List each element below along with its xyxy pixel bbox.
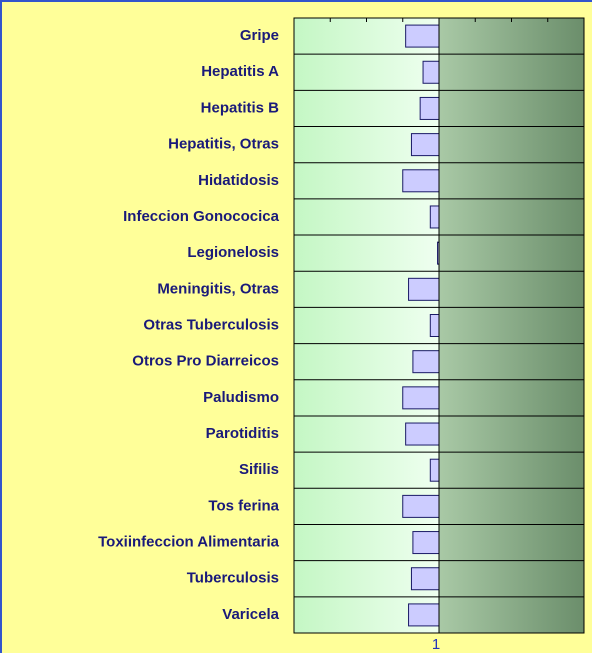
bar: [405, 422, 440, 446]
x-tick-label: 1: [432, 636, 440, 653]
bar: [429, 314, 440, 337]
bar: [429, 458, 440, 482]
bar: [429, 205, 440, 229]
y-tick-label: Tos ferina: [208, 497, 279, 514]
y-tick-label: Infeccion Gonococica: [123, 208, 280, 225]
y-tick-label: Hepatitis A: [201, 63, 279, 80]
plot-right: [439, 18, 584, 633]
y-tick-label: Hepatitis, Otras: [168, 136, 279, 153]
y-tick-label: Toxiinfeccion Alimentaria: [98, 534, 280, 551]
bar: [405, 24, 440, 48]
bar: [402, 494, 440, 518]
y-tick-label: Otros Pro Diarreicos: [132, 353, 279, 370]
y-tick-label: Tuberculosis: [187, 570, 279, 587]
bar: [419, 96, 440, 120]
y-tick-label: Hidatidosis: [198, 172, 279, 189]
y-tick-label: Varicela: [222, 606, 279, 623]
plot-left: [294, 18, 439, 633]
y-tick-label: Sifilis: [239, 461, 279, 478]
bar: [408, 277, 440, 301]
y-tick-label: Hepatitis B: [201, 99, 280, 116]
bar: [408, 603, 440, 627]
bar: [410, 133, 440, 157]
y-tick-label: Gripe: [240, 27, 279, 44]
y-tick-label: Legionelosis: [187, 244, 279, 261]
bar: [410, 567, 440, 591]
bar: [412, 350, 440, 374]
bar: [422, 60, 440, 84]
y-tick-label: Paludismo: [203, 389, 279, 406]
bar: [402, 386, 440, 410]
plot-border: [293, 17, 585, 634]
bar: [402, 169, 440, 193]
y-tick-label: Meningitis, Otras: [157, 280, 279, 297]
bar: [412, 531, 440, 555]
y-tick-label: Parotiditis: [206, 425, 279, 442]
y-tick-label: Otras Tuberculosis: [143, 316, 279, 333]
